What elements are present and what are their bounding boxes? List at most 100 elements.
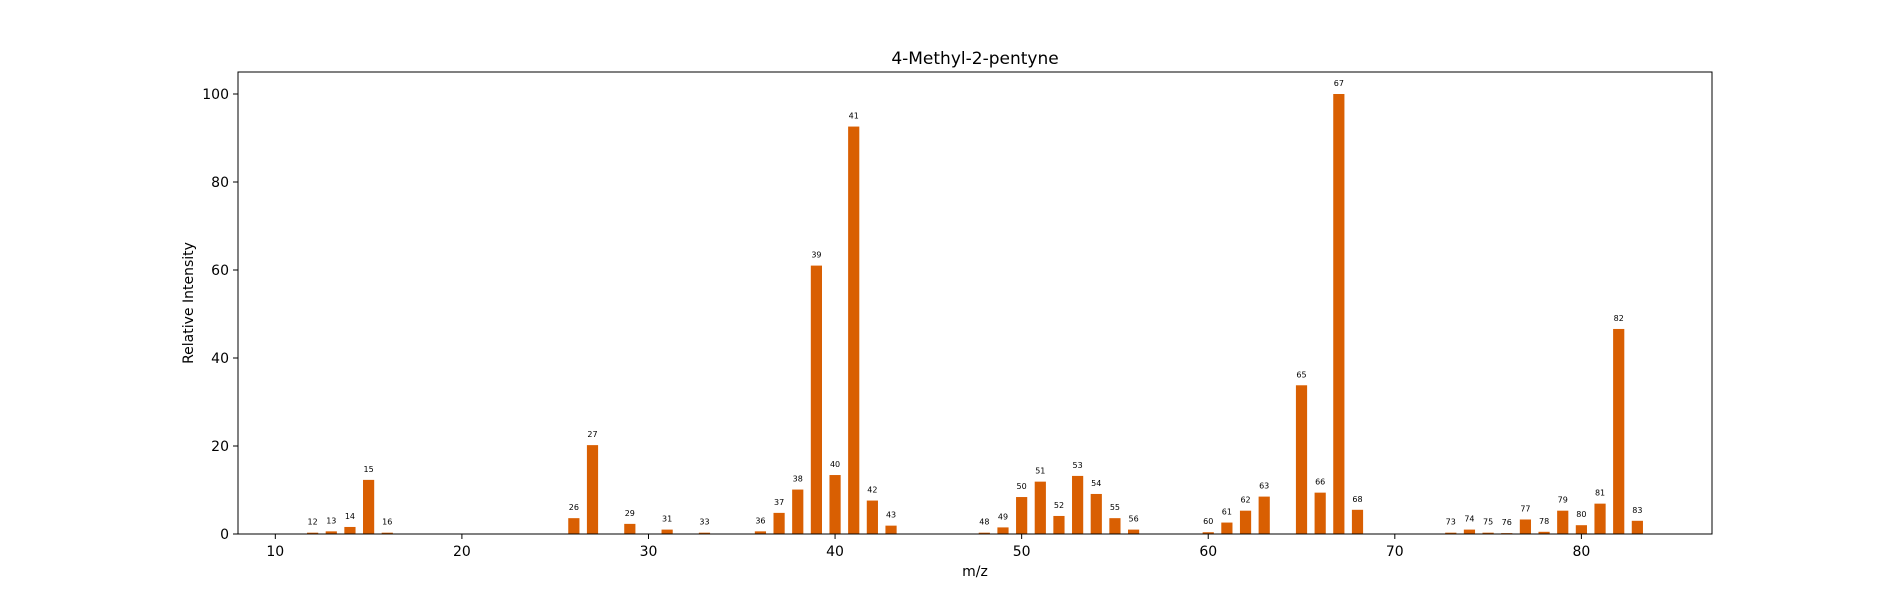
y-tick-label: 40 — [211, 351, 229, 367]
bar-mz-55 — [1109, 518, 1121, 534]
bar-label-mz-76: 76 — [1502, 518, 1512, 527]
bar-mz-49 — [997, 527, 1009, 534]
bar-mz-31 — [661, 529, 673, 534]
bar-mz-37 — [773, 512, 785, 534]
bar-mz-40 — [829, 475, 841, 534]
bar-label-mz-37: 37 — [774, 498, 784, 507]
bar-label-mz-52: 52 — [1054, 501, 1064, 510]
bar-label-mz-51: 51 — [1035, 467, 1045, 476]
x-tick-label: 30 — [640, 544, 658, 560]
bar-mz-60 — [1202, 532, 1214, 534]
y-axis-title: Relative Intensity — [181, 242, 197, 364]
bar-labels-layer: 12 13 14 15 16 26 27 29 31 33 36 37 38 39 40 41 42 43 48 49… — [308, 79, 1643, 527]
bar-label-mz-29: 29 — [625, 509, 635, 518]
bar-mz-42 — [866, 500, 878, 534]
bar-label-mz-55: 55 — [1110, 503, 1120, 512]
bar-mz-29 — [624, 523, 636, 534]
bar-mz-80 — [1575, 525, 1587, 534]
bar-mz-74 — [1463, 529, 1476, 534]
bar-label-mz-12: 12 — [308, 518, 318, 527]
bar-label-mz-80: 80 — [1576, 510, 1586, 519]
bar-label-mz-79: 79 — [1558, 496, 1568, 505]
bar-label-mz-66: 66 — [1315, 478, 1325, 487]
bar-label-mz-63: 63 — [1259, 482, 1269, 491]
bar-mz-53 — [1072, 475, 1084, 534]
plot-frame — [237, 71, 1713, 535]
bar-label-mz-31: 31 — [662, 515, 672, 524]
bar-label-mz-33: 33 — [699, 518, 709, 527]
bar-label-mz-27: 27 — [587, 430, 597, 439]
bar-label-mz-67: 67 — [1334, 79, 1344, 88]
bar-label-mz-60: 60 — [1203, 517, 1213, 526]
bar-label-mz-49: 49 — [998, 512, 1008, 521]
bar-mz-54 — [1090, 493, 1102, 534]
bar-mz-27 — [586, 445, 599, 534]
bar-label-mz-16: 16 — [382, 518, 392, 527]
y-tick-label: 60 — [211, 263, 229, 279]
bar-mz-36 — [754, 531, 767, 534]
bar-mz-66 — [1314, 492, 1326, 534]
bar-mz-75 — [1482, 532, 1494, 534]
x-tick-label: 10 — [266, 544, 284, 560]
bar-mz-77 — [1519, 519, 1532, 534]
bar-label-mz-78: 78 — [1539, 517, 1549, 526]
bar-label-mz-38: 38 — [793, 475, 803, 484]
bar-mz-41 — [848, 126, 860, 534]
bar-label-mz-39: 39 — [811, 251, 821, 260]
x-tick-label: 50 — [1013, 544, 1031, 560]
bar-mz-13 — [325, 531, 337, 534]
bar-mz-56 — [1128, 529, 1140, 534]
y-axis: 0 20 40 60 80 100 — [202, 87, 238, 543]
bar-mz-65 — [1295, 385, 1308, 534]
bar-mz-51 — [1034, 481, 1046, 534]
bar-mz-67 — [1333, 94, 1345, 534]
bar-label-mz-81: 81 — [1595, 489, 1605, 498]
bar-label-mz-41: 41 — [849, 112, 859, 121]
bar-mz-79 — [1557, 510, 1569, 534]
bar-mz-62 — [1239, 510, 1252, 534]
bar-mz-14 — [344, 526, 356, 534]
bar-label-mz-13: 13 — [326, 516, 336, 525]
bar-label-mz-62: 62 — [1240, 496, 1250, 505]
bar-mz-61 — [1221, 522, 1233, 534]
bar-mz-82 — [1613, 328, 1625, 534]
x-tick-label: 70 — [1386, 544, 1404, 560]
x-axis: 10 20 30 40 50 60 70 80 — [266, 534, 1590, 560]
x-tick-label: 80 — [1572, 544, 1590, 560]
bar-mz-50 — [1016, 497, 1028, 534]
bar-label-mz-83: 83 — [1632, 506, 1642, 515]
bar-mz-16 — [381, 532, 393, 534]
bar-label-mz-53: 53 — [1073, 461, 1083, 470]
bar-label-mz-26: 26 — [569, 503, 579, 512]
y-tick-label: 0 — [220, 527, 229, 543]
bar-label-mz-42: 42 — [867, 486, 877, 495]
bar-mz-83 — [1631, 520, 1643, 534]
bar-label-mz-65: 65 — [1296, 370, 1306, 379]
chart-title: 4-Methyl-2-pentyne — [891, 49, 1058, 69]
bar-label-mz-40: 40 — [830, 460, 840, 469]
bar-mz-33 — [698, 532, 711, 534]
x-axis-title: m/z — [962, 564, 988, 580]
bar-mz-63 — [1258, 496, 1270, 534]
bar-mz-73 — [1445, 532, 1457, 534]
bar-mz-68 — [1351, 509, 1364, 534]
bar-label-mz-14: 14 — [345, 512, 355, 521]
bar-label-mz-43: 43 — [886, 511, 896, 520]
bar-mz-38 — [792, 489, 804, 534]
y-tick-label: 100 — [202, 87, 229, 103]
y-tick-label: 80 — [211, 175, 229, 191]
bar-label-mz-36: 36 — [755, 516, 765, 525]
bar-label-mz-48: 48 — [979, 518, 989, 527]
x-tick-label: 20 — [453, 544, 471, 560]
y-tick-label: 20 — [211, 439, 229, 455]
bar-mz-15 — [363, 479, 375, 534]
bar-label-mz-56: 56 — [1128, 515, 1138, 524]
bar-label-mz-75: 75 — [1483, 518, 1493, 527]
x-tick-label: 60 — [1199, 544, 1217, 560]
bar-mz-78 — [1538, 531, 1550, 534]
bar-label-mz-68: 68 — [1352, 495, 1362, 504]
bar-label-mz-15: 15 — [364, 465, 374, 474]
bar-label-mz-77: 77 — [1520, 504, 1530, 513]
bar-label-mz-74: 74 — [1464, 515, 1474, 524]
